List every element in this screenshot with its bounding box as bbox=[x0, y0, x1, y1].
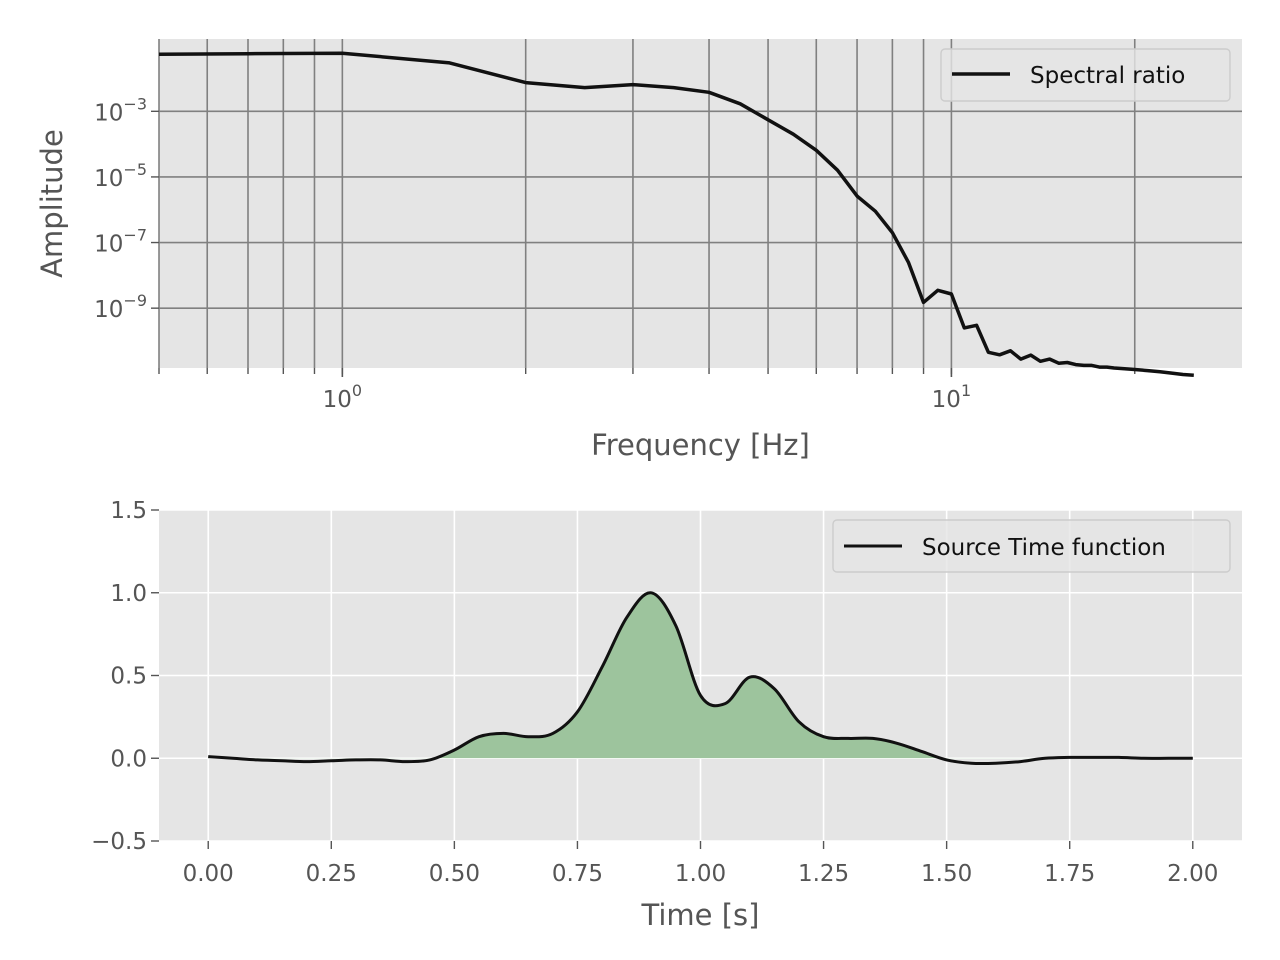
x-tick-label: 0.25 bbox=[306, 861, 357, 887]
y-tick-label: −0.5 bbox=[91, 829, 147, 855]
x-tick-label: 100 bbox=[323, 381, 362, 413]
y-tick-label: 1.5 bbox=[110, 498, 147, 524]
x-tick-label: 1.75 bbox=[1044, 861, 1095, 887]
source-time-function-chart: 0.00 0.25 0.50 0.75 1.00 1.25 1.50 1.75 2.00 −0.5… bbox=[91, 498, 1242, 932]
y-tick-label: 10−5 bbox=[94, 160, 147, 192]
top-x-axis-label: Frequency [Hz] bbox=[591, 428, 810, 462]
top-legend: Spectral ratio bbox=[940, 48, 1231, 102]
y-tick-label: 1.0 bbox=[110, 581, 147, 607]
y-tick-label: 10−9 bbox=[94, 291, 147, 323]
bottom-legend-box bbox=[832, 519, 1231, 573]
bottom-legend: Source Time function bbox=[832, 519, 1231, 573]
x-tick-label: 1.50 bbox=[921, 861, 972, 887]
spectral-ratio-line bbox=[158, 51, 1194, 378]
y-tick-label: 10−3 bbox=[94, 94, 147, 126]
x-tick-label: 0.00 bbox=[183, 861, 234, 887]
top-ticks: 10−3 10−5 10−7 10−9 100 101 bbox=[94, 94, 1136, 413]
x-tick-label: 0.75 bbox=[552, 861, 603, 887]
x-tick-label: 101 bbox=[932, 381, 971, 413]
y-tick-label: 10−7 bbox=[94, 226, 147, 258]
y-tick-label: 0.0 bbox=[110, 746, 147, 772]
x-tick-label: 2.00 bbox=[1167, 861, 1218, 887]
top-legend-label: Spectral ratio bbox=[1030, 63, 1185, 89]
bottom-ticks: 0.00 0.25 0.50 0.75 1.00 1.25 1.50 1.75 2.00 −0.5… bbox=[91, 498, 1218, 887]
top-legend-box bbox=[940, 48, 1231, 102]
y-tick-label: 0.5 bbox=[110, 664, 147, 690]
spectral-ratio-chart: 10−3 10−5 10−7 10−9 100 101 Frequency [Hz] Am… bbox=[35, 39, 1242, 462]
bottom-legend-label: Source Time function bbox=[922, 535, 1166, 561]
x-tick-label: 0.50 bbox=[429, 861, 480, 887]
source-time-function-line bbox=[208, 591, 1193, 766]
x-tick-label: 1.00 bbox=[675, 861, 726, 887]
x-tick-label: 1.25 bbox=[798, 861, 849, 887]
bottom-x-axis-label: Time [s] bbox=[641, 898, 760, 932]
top-y-axis-label: Amplitude bbox=[35, 129, 69, 278]
source-time-function-fill bbox=[208, 592, 1142, 759]
